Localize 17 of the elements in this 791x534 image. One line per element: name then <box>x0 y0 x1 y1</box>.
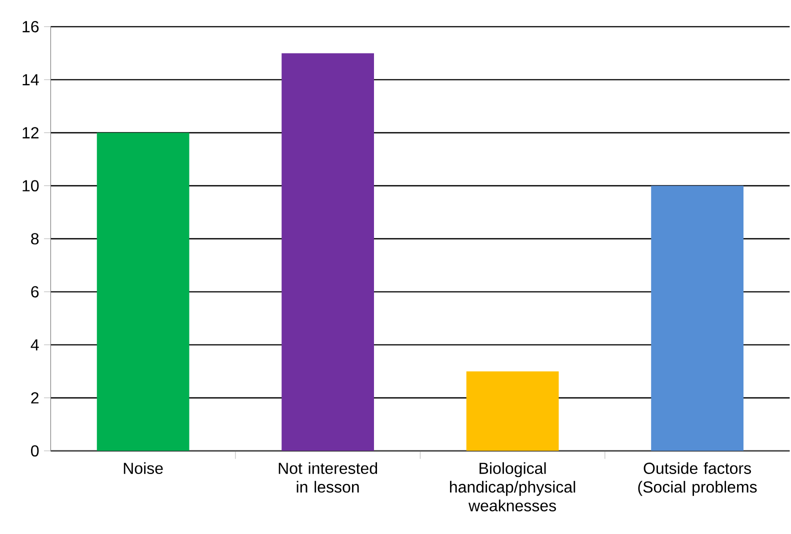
y-tick-label: 0 <box>31 445 39 457</box>
y-tick-label: 10 <box>22 180 39 192</box>
y-tick-label: 12 <box>22 127 38 139</box>
x-tick-label: Biological handicap/physical weaknesses <box>450 462 576 512</box>
x-tick-label: Not interested in lesson <box>278 462 378 493</box>
bar <box>466 372 559 452</box>
bar <box>96 132 190 452</box>
y-tick-label: 16 <box>22 21 39 33</box>
x-tick-label: Noise <box>124 462 163 474</box>
y-tick-label: 8 <box>31 233 39 245</box>
y-tick-label: 14 <box>22 74 39 86</box>
bar <box>282 53 374 452</box>
y-tick-label: 6 <box>31 286 39 298</box>
bar <box>651 186 744 452</box>
y-tick-label: 2 <box>31 392 39 404</box>
x-tick-label: Outside factors (Social problems <box>638 462 757 496</box>
y-tick-label: 4 <box>30 340 39 351</box>
